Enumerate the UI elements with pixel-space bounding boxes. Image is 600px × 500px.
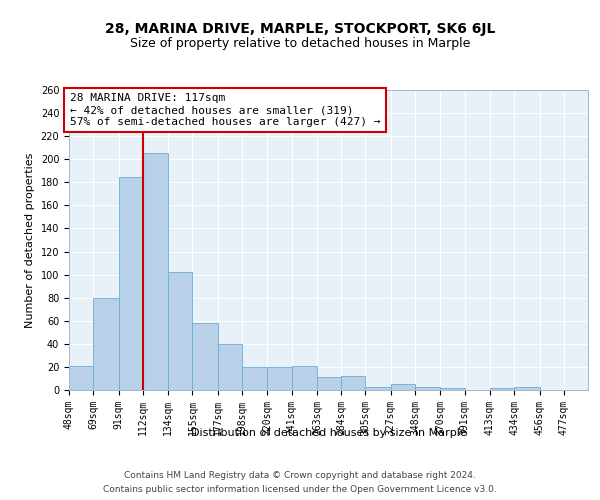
Bar [242,367,268,390]
Bar [93,298,119,390]
Bar [490,388,514,390]
Text: Distribution of detached houses by size in Marple: Distribution of detached houses by size … [191,428,467,438]
Text: 28, MARINA DRIVE, MARPLE, STOCKPORT, SK6 6JL: 28, MARINA DRIVE, MARPLE, STOCKPORT, SK6… [105,22,495,36]
Bar [440,388,464,390]
Text: 28 MARINA DRIVE: 117sqm
← 42% of detached houses are smaller (319)
57% of semi-d: 28 MARINA DRIVE: 117sqm ← 42% of detache… [70,94,380,126]
Text: Contains HM Land Registry data © Crown copyright and database right 2024.: Contains HM Land Registry data © Crown c… [124,472,476,480]
Bar [365,386,391,390]
Bar [168,272,193,390]
Bar [143,154,168,390]
Bar [193,323,218,390]
Bar [391,384,415,390]
Bar [514,386,539,390]
Bar [218,344,242,390]
Bar [292,366,317,390]
Bar [69,366,93,390]
Y-axis label: Number of detached properties: Number of detached properties [25,152,35,328]
Bar [415,386,440,390]
Bar [317,378,341,390]
Bar [341,376,365,390]
Bar [119,176,143,390]
Text: Size of property relative to detached houses in Marple: Size of property relative to detached ho… [130,38,470,51]
Bar [268,367,292,390]
Text: Contains public sector information licensed under the Open Government Licence v3: Contains public sector information licen… [103,484,497,494]
